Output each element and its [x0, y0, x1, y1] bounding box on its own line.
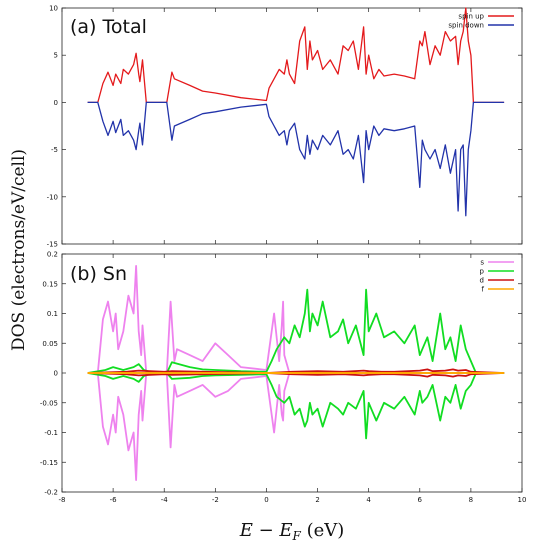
panel-a-title: (a) Total — [70, 16, 147, 38]
series-line-spin-down — [87, 101, 505, 217]
panel-b-xtick-label: 6 — [418, 496, 423, 504]
panel-b-xtick-label: -8 — [59, 496, 66, 504]
panel-b-xtick-label: -2 — [212, 496, 219, 504]
panel-a-ytick-label: 10 — [49, 5, 58, 13]
panel-b-ytick-label: 0.15 — [42, 280, 58, 288]
panel-b-xtick-label: 0 — [264, 496, 268, 504]
panel-b-xtick-label: -6 — [110, 496, 118, 504]
panel-b-ytick-label: -0.1 — [44, 429, 58, 437]
series-line-s-mirror — [87, 372, 497, 482]
panel-b-xtick-label: 4 — [366, 496, 371, 504]
panel-a-series — [87, 7, 505, 217]
legend-label-d: d — [480, 277, 484, 285]
panel-a-ytick-label: -10 — [47, 193, 58, 201]
series-line-p-mirror — [87, 372, 505, 440]
legend-label-s: s — [480, 259, 484, 267]
panel-b-ytick-label: 0.2 — [47, 251, 58, 259]
panel-b-ytick-label: 0 — [54, 370, 58, 378]
panel-b-ytick-label: -0.05 — [40, 399, 58, 407]
series-line-s — [87, 264, 497, 374]
panel-b-xtick-label: 8 — [469, 496, 473, 504]
panel-a-ytick-label: 5 — [54, 52, 58, 60]
panel-a-ytick-label: -15 — [47, 241, 58, 249]
series-line-p — [87, 288, 505, 374]
panel-b-xtick-label: 2 — [315, 496, 319, 504]
y-axis-label: DOS (electrons/eV/cell) — [9, 149, 29, 351]
panel-b-ytick-label: 0.05 — [42, 340, 58, 348]
panel-b-ytick-label: 0.1 — [47, 310, 58, 318]
x-axis-label: E − EF (eV) — [239, 520, 345, 543]
series-line-spin-up — [87, 7, 505, 104]
panel-a-axes: 10 5 0 -5 -10 -15 — [47, 5, 523, 249]
series-line-d — [87, 368, 505, 374]
panel-b-ytick-label: -0.15 — [40, 459, 58, 467]
panel-b-xtick-label: -4 — [161, 496, 169, 504]
panel-a-ytick-label: -5 — [51, 146, 58, 154]
panel-b-xtick-label: 10 — [518, 496, 527, 504]
legend-label-f: f — [482, 286, 485, 294]
panel-b-axes: 0.2 0.15 0.1 0.05 0 -0.05 -0.1 -0.15 -0.2-8 -6 -4 -… — [40, 251, 527, 505]
panel-b: 0.2 0.15 0.1 0.05 0 -0.05 -0.1 -0.15 -0.2-8 -6 -4 -… — [40, 251, 527, 505]
legend-label-spin-up: spin up — [458, 13, 484, 21]
panel-b-ytick-label: -0.2 — [44, 489, 58, 497]
panel-b-series — [87, 264, 505, 482]
legend-label-p: p — [480, 268, 485, 276]
panel-b-title: (b) Sn — [70, 263, 127, 285]
panel-a-ytick-label: 0 — [54, 99, 58, 107]
legend-label-spin-down: spin down — [448, 22, 484, 30]
series-line-d-mirror — [87, 372, 505, 378]
